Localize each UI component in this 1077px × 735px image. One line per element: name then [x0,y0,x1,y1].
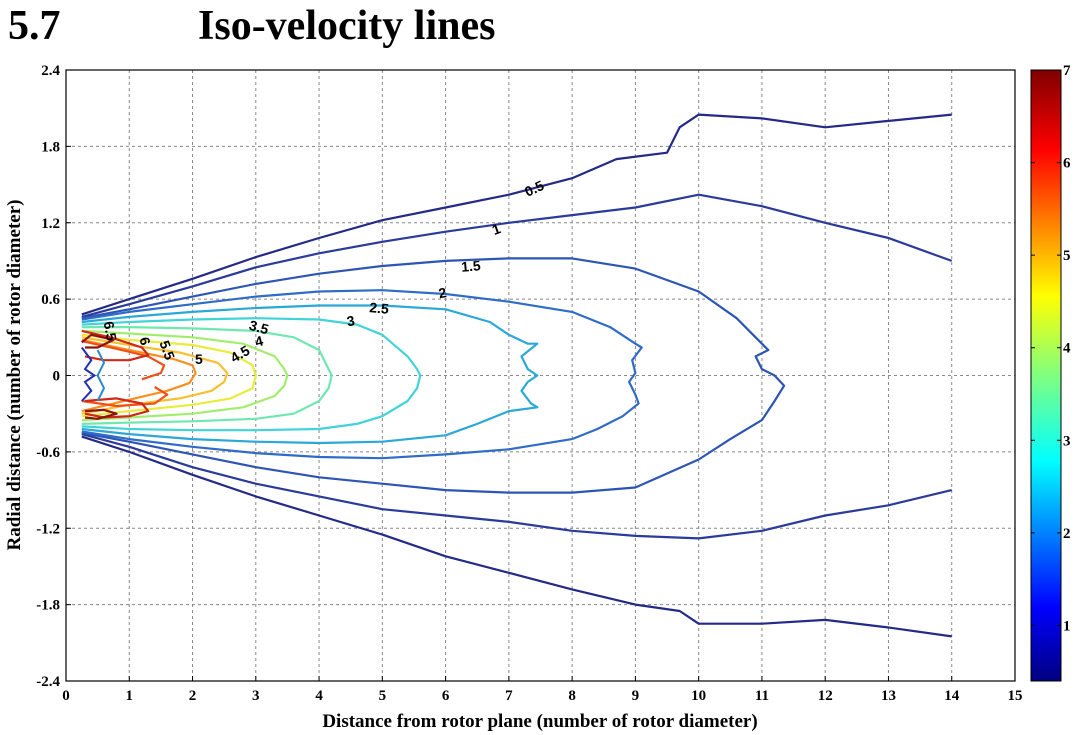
y-tick-label: -2.4 [36,674,60,690]
contour-line-upper [81,193,953,318]
x-tick-label: 15 [1008,688,1023,704]
grid-lines [66,70,1015,681]
contour-line-upper [81,289,643,441]
contour-labels: 0.511.522.533.544.555.566.5 [101,177,547,367]
colorbar [1030,69,1062,682]
contour-line-upper [81,113,952,316]
y-axis-ticks: 2.4 1.8 1.2 0.6 0 -0.6 -1.2 -1.8 -2.4 [36,63,71,690]
y-axis-label: Radial distance (number of rotor diamete… [4,200,25,551]
contour-label: 1.5 [461,257,482,275]
contour-line-upper [81,338,197,401]
x-tick-label: 3 [252,688,260,704]
contour-label: 3.5 [247,317,270,338]
contour-label: 6.5 [101,320,120,342]
contour-line-upper [81,326,333,420]
contour-label: 0.5 [522,177,547,200]
contour-line-lower [84,408,118,420]
contour-line-lower [81,417,256,425]
contour-line-upper [81,333,257,406]
y-tick-label: 1.8 [41,139,60,155]
contour-label: 3 [345,312,356,329]
contour-line-upper [81,257,786,461]
contour-line-upper [81,340,166,381]
section-number: 5.7 [8,3,61,49]
x-tick-label: 8 [568,688,576,704]
contour-label: 5 [195,351,203,367]
y-tick-label: -1.2 [36,521,60,537]
contour-line-upper [81,336,229,406]
colorbar-tick-label: 5 [1063,248,1071,264]
contour-lines [80,113,953,638]
y-tick-label: 0.6 [41,292,60,308]
contour-line-lower [81,403,193,418]
colorbar-tick-label: 6 [1063,156,1071,172]
x-tick-label: 1 [126,688,134,704]
colorbar-ticks: 1 2 3 4 5 6 7 [1031,63,1071,634]
colorbar-tick-label: 2 [1063,526,1071,542]
x-tick-label: 14 [944,688,960,704]
contour-label: 4 [253,332,265,350]
x-tick-label: 9 [632,688,640,704]
contour-line-lower [81,431,700,494]
colorbar-tick-label: 4 [1063,341,1071,357]
colorbar-tick-label: 7 [1063,63,1071,79]
x-tick-label: 10 [691,688,706,704]
contour-line-lower [81,433,952,540]
x-tick-label: 6 [442,688,450,704]
contour-line-lower [81,435,952,638]
contour-line-lower [81,427,446,445]
core-contour-line [80,346,97,402]
contour-line-upper [81,333,115,349]
x-tick-label: 4 [315,688,323,704]
contour-label: 6 [136,335,154,347]
colorbar-tick-label: 3 [1063,433,1071,449]
contour-line-lower [81,430,573,460]
x-axis-label: Distance from rotor plane (number of rot… [322,711,757,732]
contour-label: 2.5 [369,299,390,317]
x-tick-label: 5 [379,688,387,704]
contour-line-lower [81,386,169,408]
x-tick-label: 11 [755,688,769,704]
contour-label: 5.5 [156,338,178,362]
y-tick-label: 2.4 [41,63,60,79]
core-contour-line [96,349,106,402]
contour-line-upper [81,329,289,415]
section-title: Iso-velocity lines [198,3,496,49]
y-tick-label: -1.8 [36,598,60,614]
contour-line-upper [81,329,150,362]
contour-line-lower [81,425,320,432]
colorbar-tick-label: 1 [1063,618,1071,634]
y-tick-label: 1.2 [41,216,60,232]
y-tick-label: -0.6 [36,445,60,461]
x-tick-label: 7 [505,688,513,704]
x-tick-label: 13 [881,688,896,704]
x-tick-label: 2 [189,688,197,704]
contour-line-upper [81,317,422,431]
y-tick-label: 0 [53,369,61,385]
section-heading: 5.7 Iso-velocity lines [8,0,495,56]
x-tick-label: 0 [62,688,70,704]
x-tick-label: 12 [818,688,833,704]
contour-line-upper [81,304,539,437]
contour-label: 2 [437,284,448,301]
x-axis-ticks: 0 1 2 3 4 5 6 7 8 9 10 11 12 13 14 15 [62,676,1023,704]
